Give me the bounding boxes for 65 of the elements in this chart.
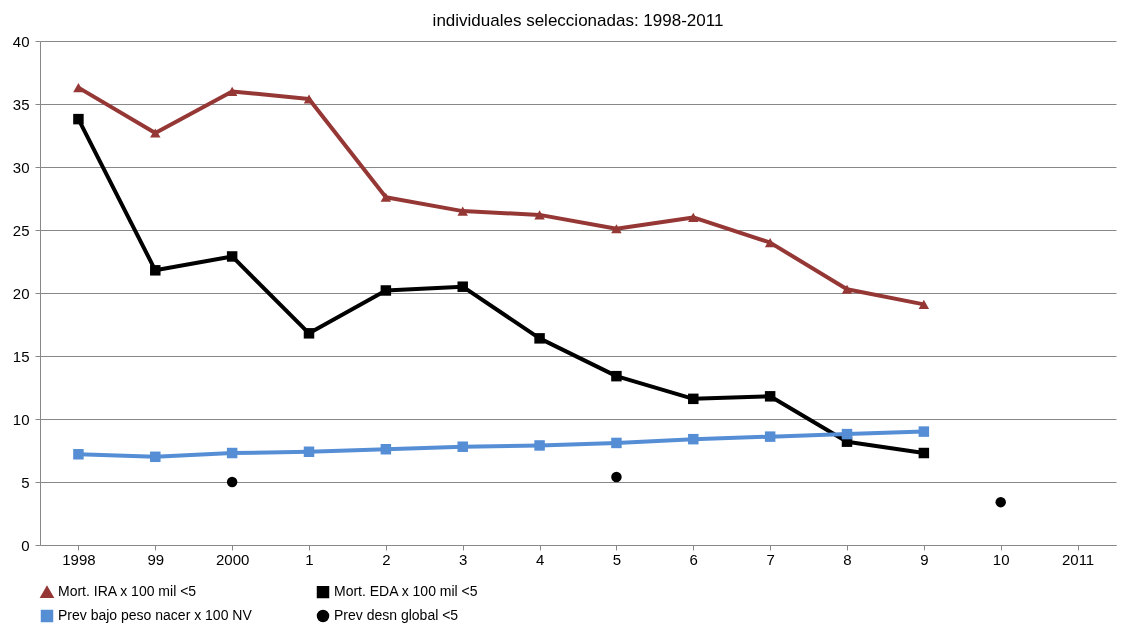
point xyxy=(73,113,84,125)
x-tick-label: 1 xyxy=(305,550,314,568)
point xyxy=(534,440,545,451)
point xyxy=(457,281,468,292)
x-tick-label: 2011 xyxy=(1061,550,1095,568)
point xyxy=(226,476,238,488)
legend-label: Mort. IRA x 100 mil <5 xyxy=(58,583,197,600)
legend-label: Prev desn global <5 xyxy=(334,607,459,623)
x-tick-label: 2000 xyxy=(215,550,250,568)
x-tick-label: 3 xyxy=(459,550,468,568)
point xyxy=(73,83,84,93)
point xyxy=(380,192,392,202)
point xyxy=(303,328,315,339)
point xyxy=(764,238,776,248)
point xyxy=(918,447,930,459)
y-tick-label: 20 xyxy=(12,284,30,302)
x-tick-label: 9 xyxy=(920,550,929,568)
point xyxy=(688,433,699,445)
x-tick-label: 8 xyxy=(843,550,852,568)
y-tick-label: 35 xyxy=(12,95,30,113)
y-tick-label: 10 xyxy=(12,410,30,428)
point xyxy=(150,128,161,138)
point xyxy=(380,444,392,455)
legend-label: Mort. EDA x 100 mil <5 xyxy=(334,583,478,600)
point xyxy=(226,251,238,262)
point xyxy=(841,428,853,440)
y-tick-label: 0 xyxy=(21,536,30,554)
point xyxy=(764,391,776,402)
point xyxy=(764,431,776,442)
point xyxy=(457,206,468,216)
point xyxy=(380,285,392,296)
x-tick-label: 1998 xyxy=(62,550,96,568)
x-tick-label: 99 xyxy=(147,550,165,568)
point xyxy=(918,426,930,437)
y-tick-label: 30 xyxy=(12,158,30,176)
point xyxy=(611,224,622,234)
point xyxy=(150,451,161,463)
point xyxy=(303,94,315,104)
point xyxy=(611,471,622,483)
point xyxy=(611,370,622,382)
point xyxy=(534,333,545,344)
x-tick-label: 4 xyxy=(535,550,545,568)
point xyxy=(534,210,545,220)
y-tick-label: 25 xyxy=(12,221,30,239)
point xyxy=(688,212,699,222)
point xyxy=(841,284,853,294)
x-tick-label: 6 xyxy=(689,550,698,568)
point xyxy=(150,265,161,276)
legend-label: Prev bajo peso nacer x 100 NV xyxy=(58,607,253,623)
y-tick-label: 5 xyxy=(21,473,30,491)
point xyxy=(918,299,930,309)
point xyxy=(457,441,468,452)
x-tick-label: 10 xyxy=(992,550,1010,568)
point xyxy=(688,393,699,405)
point xyxy=(995,496,1006,508)
y-tick-label: 40 xyxy=(12,32,30,50)
point xyxy=(226,447,238,459)
point xyxy=(611,437,622,449)
x-tick-label: 7 xyxy=(766,550,775,568)
point xyxy=(303,446,315,457)
y-tick-label: 15 xyxy=(12,347,30,365)
point xyxy=(73,449,84,460)
x-tick-label: 2 xyxy=(382,550,391,568)
chart-title: individuales seleccionadas: 1998-2011 xyxy=(432,11,724,30)
x-tick-label: 5 xyxy=(612,550,622,568)
